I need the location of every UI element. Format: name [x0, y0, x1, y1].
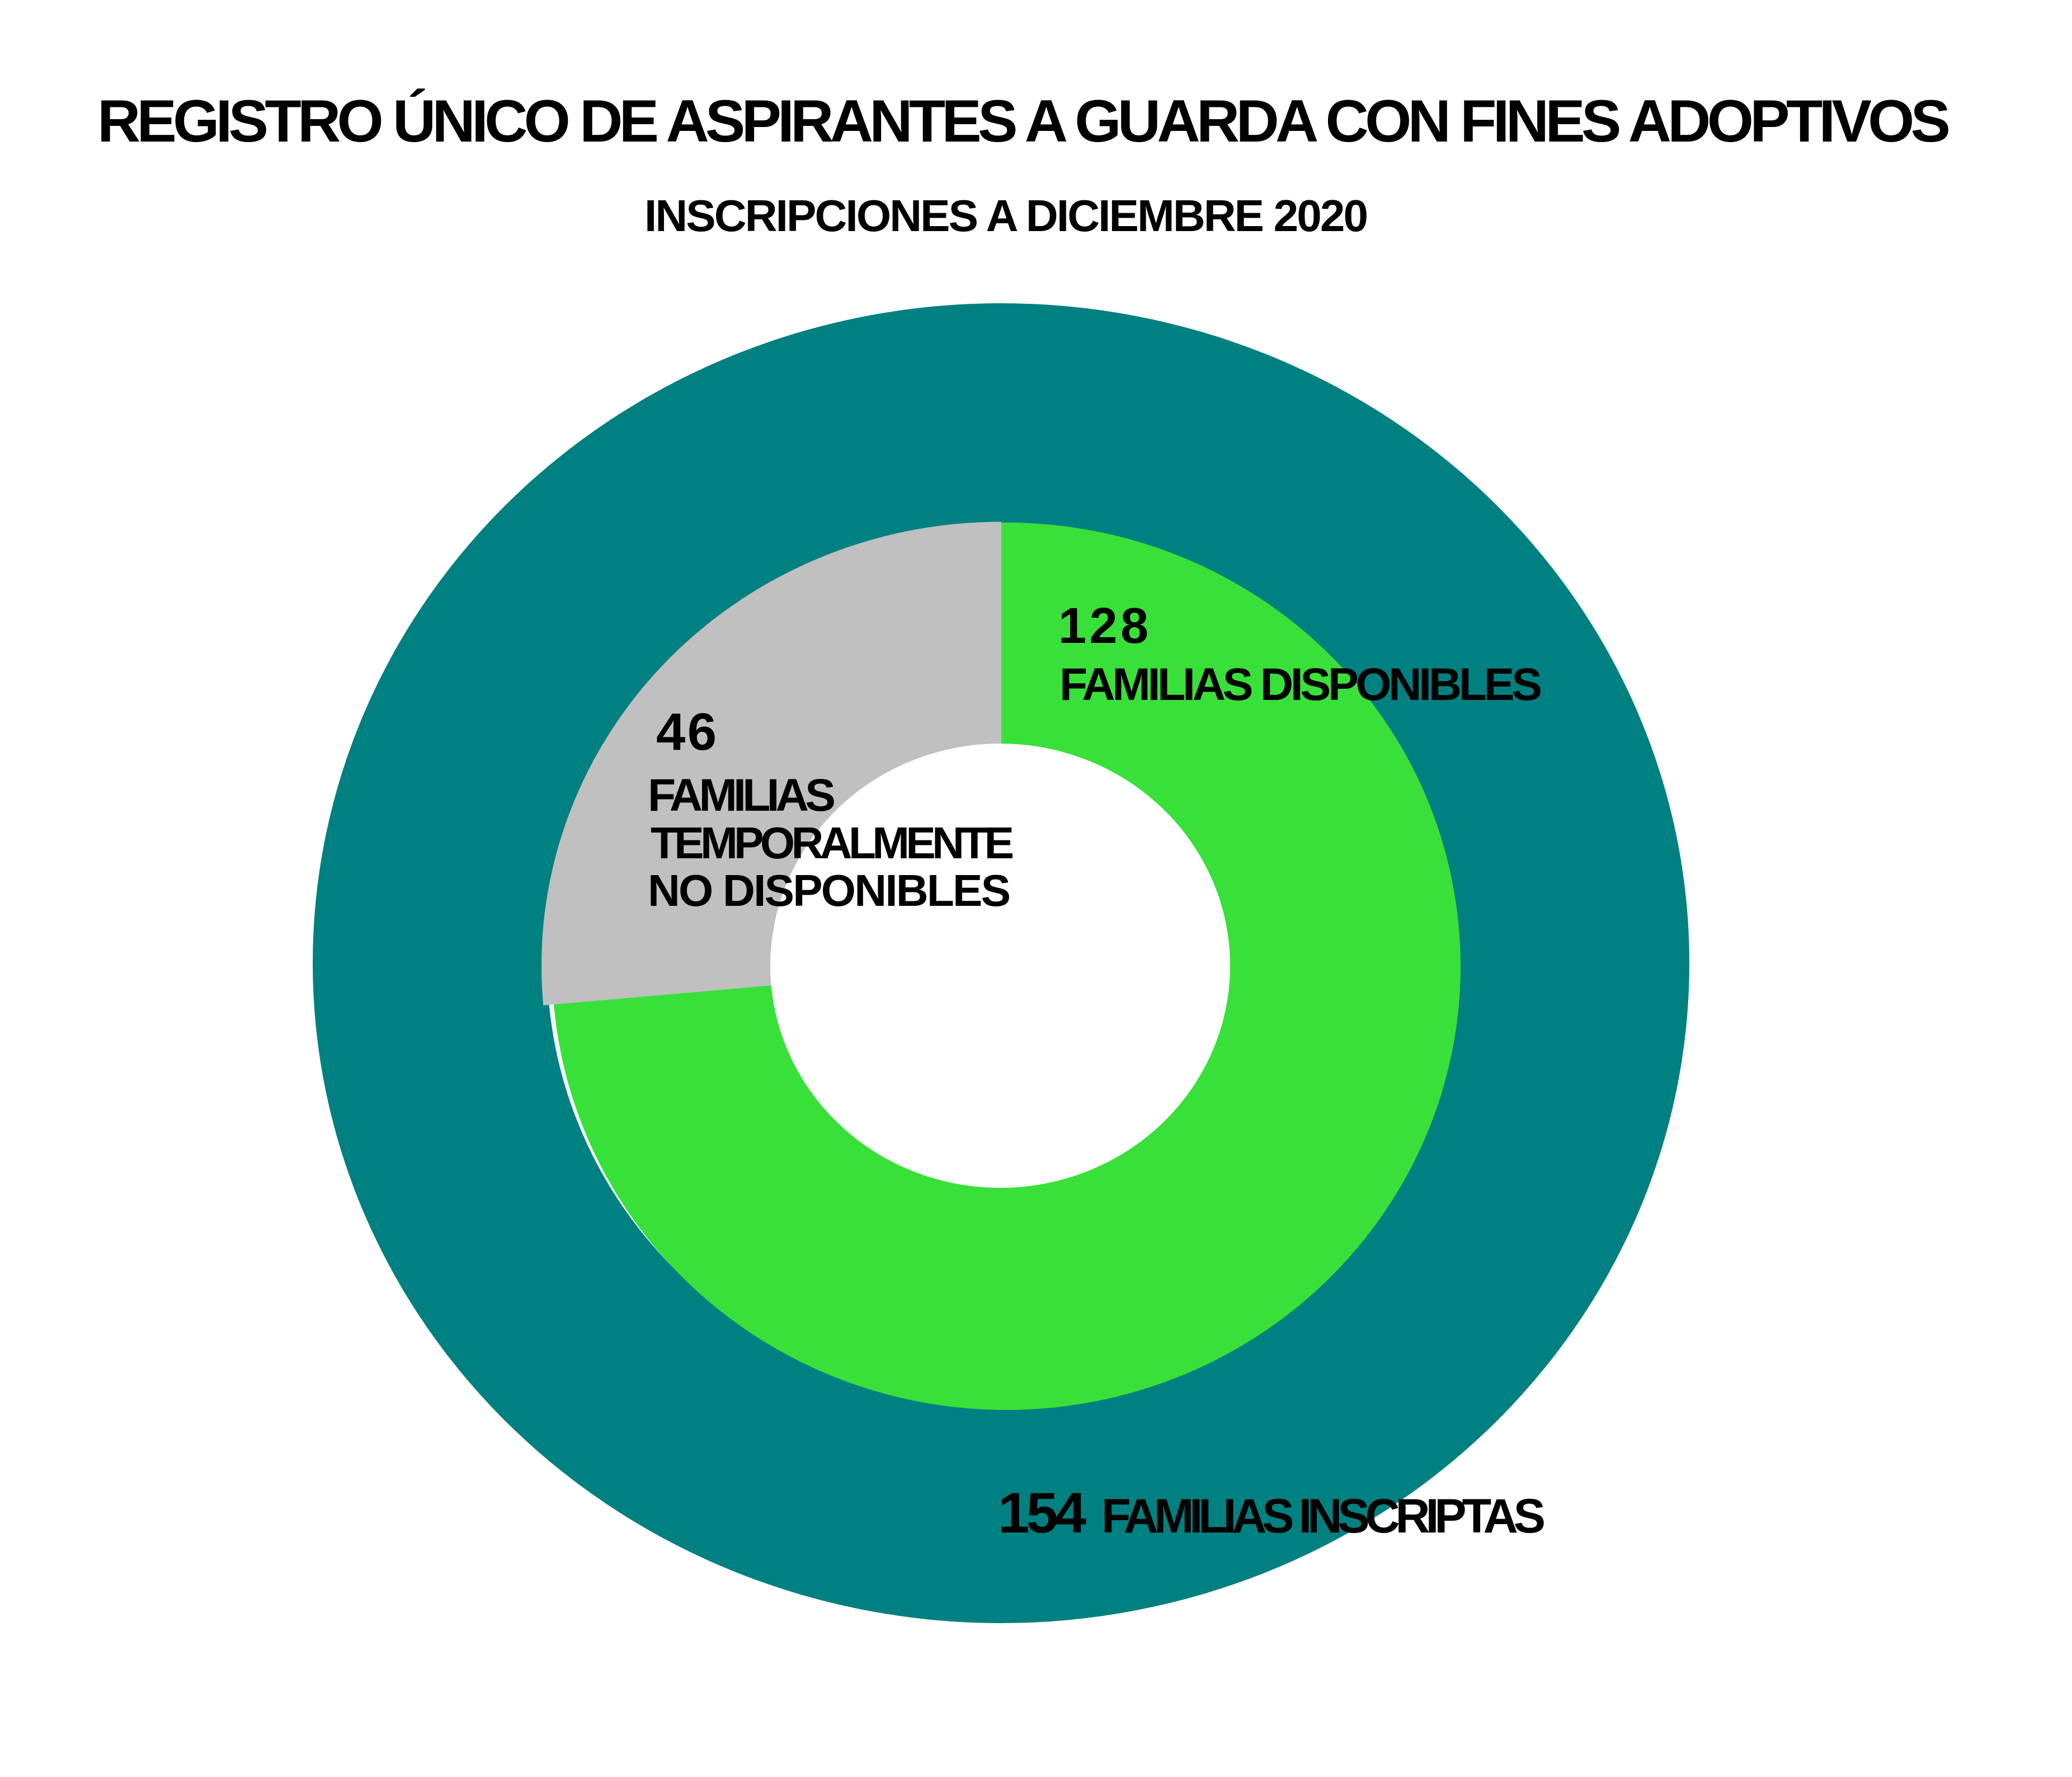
svg-text:154: 154	[998, 1481, 1086, 1545]
svg-text:FAMILIAS: FAMILIAS	[648, 770, 836, 821]
svg-text:INSCRIPCIONES A DICIEMBRE 2020: INSCRIPCIONES A DICIEMBRE 2020	[644, 191, 1368, 241]
svg-text:128: 128	[1058, 598, 1148, 654]
svg-text:TEMPORALMENTE: TEMPORALMENTE	[651, 818, 1014, 868]
svg-text:NO DISPONIBLES: NO DISPONIBLES	[648, 866, 1011, 915]
svg-text:REGISTRO ÚNICO DE ASPIRANTES A: REGISTRO ÚNICO DE ASPIRANTES A GUARDA CO…	[97, 87, 1951, 154]
svg-text:FAMILIAS DISPONIBLES: FAMILIAS DISPONIBLES	[1059, 659, 1542, 710]
svg-text:FAMILIAS INSCRIPTAS: FAMILIAS INSCRIPTAS	[1101, 1489, 1546, 1543]
